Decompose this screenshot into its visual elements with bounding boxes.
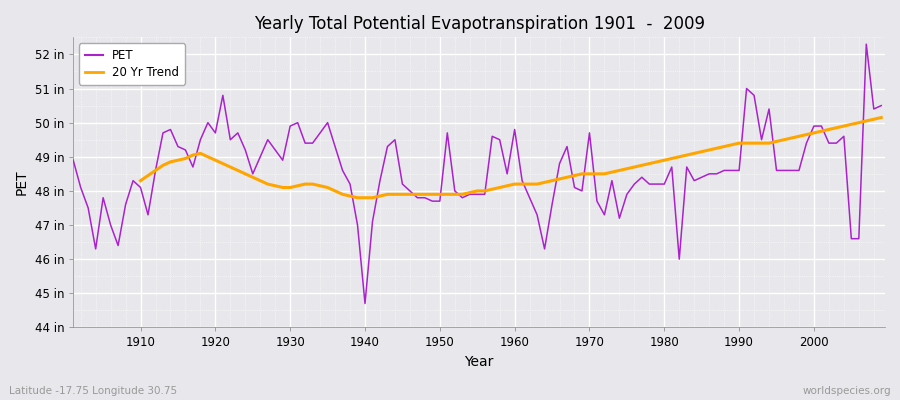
Title: Yearly Total Potential Evapotranspiration 1901  -  2009: Yearly Total Potential Evapotranspiratio… — [254, 15, 705, 33]
Text: worldspecies.org: worldspecies.org — [803, 386, 891, 396]
Legend: PET, 20 Yr Trend: PET, 20 Yr Trend — [79, 43, 185, 84]
Text: Latitude -17.75 Longitude 30.75: Latitude -17.75 Longitude 30.75 — [9, 386, 177, 396]
X-axis label: Year: Year — [464, 355, 494, 369]
Y-axis label: PET: PET — [15, 170, 29, 195]
